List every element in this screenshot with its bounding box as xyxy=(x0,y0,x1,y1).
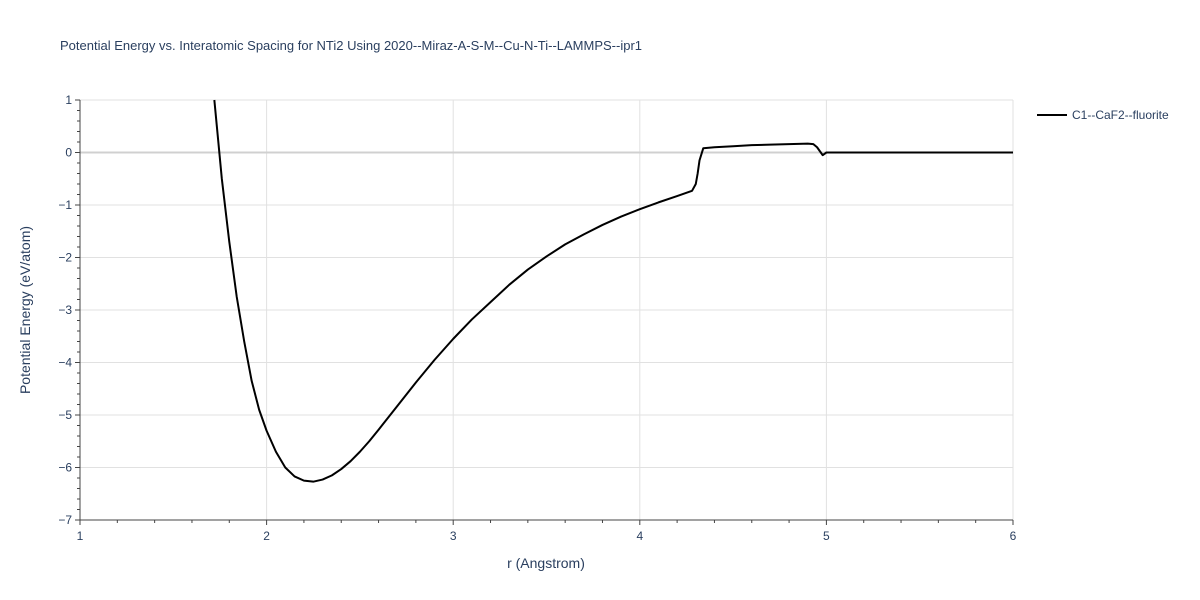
x-tick-label: 4 xyxy=(636,529,643,543)
x-tick-label: 6 xyxy=(1010,529,1017,543)
x-tick-label: 3 xyxy=(450,529,457,543)
x-tick-label: 5 xyxy=(823,529,830,543)
x-tick-label: 2 xyxy=(263,529,270,543)
legend[interactable]: C1--CaF2--fluorite xyxy=(1037,108,1169,122)
grid xyxy=(80,99,1014,520)
legend-label: C1--CaF2--fluorite xyxy=(1072,108,1169,122)
y-tick-label: −3 xyxy=(58,303,72,317)
y-tick-label: −2 xyxy=(58,251,72,265)
series-layer xyxy=(213,99,1013,483)
axes: 1 2 3 4 5 6 1 0 −1 −2 −3 −4 −5 −6 −7 xyxy=(58,93,1016,543)
y-tick-label: −6 xyxy=(58,461,72,475)
y-tick-label: 0 xyxy=(65,146,72,160)
y-tick-label: 1 xyxy=(65,93,72,107)
y-tick-label: −1 xyxy=(58,198,72,212)
y-tick-label: −4 xyxy=(58,356,72,370)
x-tick-label: 1 xyxy=(77,529,84,543)
series-line-0[interactable] xyxy=(213,99,1013,483)
y-axis-title: Potential Energy (eV/atom) xyxy=(17,226,33,394)
chart-title: Potential Energy vs. Interatomic Spacing… xyxy=(60,38,642,53)
y-tick-label: −7 xyxy=(58,513,72,527)
x-axis-title: r (Angstrom) xyxy=(507,555,585,571)
y-tick-label: −5 xyxy=(58,408,72,422)
